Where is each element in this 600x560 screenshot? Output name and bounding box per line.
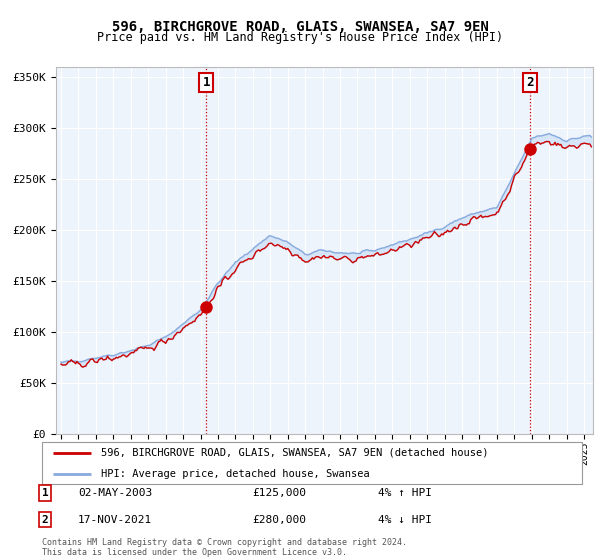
FancyBboxPatch shape <box>42 442 582 484</box>
Text: HPI: Average price, detached house, Swansea: HPI: Average price, detached house, Swan… <box>101 469 370 479</box>
Text: Contains HM Land Registry data © Crown copyright and database right 2024.
This d: Contains HM Land Registry data © Crown c… <box>42 538 407 557</box>
Text: 2: 2 <box>526 76 533 90</box>
Text: 17-NOV-2021: 17-NOV-2021 <box>78 515 152 525</box>
Text: 1: 1 <box>41 488 49 498</box>
Text: 4% ↓ HPI: 4% ↓ HPI <box>378 515 432 525</box>
Text: 2: 2 <box>41 515 49 525</box>
Text: 596, BIRCHGROVE ROAD, GLAIS, SWANSEA, SA7 9EN (detached house): 596, BIRCHGROVE ROAD, GLAIS, SWANSEA, SA… <box>101 448 489 458</box>
Text: 596, BIRCHGROVE ROAD, GLAIS, SWANSEA, SA7 9EN: 596, BIRCHGROVE ROAD, GLAIS, SWANSEA, SA… <box>112 20 488 34</box>
Text: £280,000: £280,000 <box>252 515 306 525</box>
Text: 02-MAY-2003: 02-MAY-2003 <box>78 488 152 498</box>
Text: 4% ↑ HPI: 4% ↑ HPI <box>378 488 432 498</box>
Text: £125,000: £125,000 <box>252 488 306 498</box>
Text: 1: 1 <box>203 76 210 90</box>
Text: Price paid vs. HM Land Registry's House Price Index (HPI): Price paid vs. HM Land Registry's House … <box>97 31 503 44</box>
